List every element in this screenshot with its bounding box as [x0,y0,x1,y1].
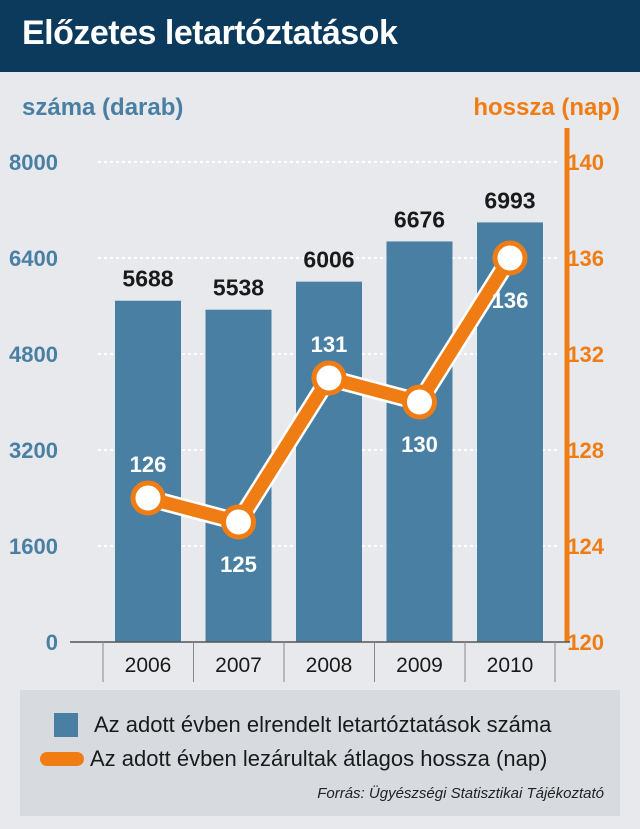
legend-item-line: Az adott évben lezárultak átlagos hossza… [40,744,548,774]
line-point [492,240,528,276]
right-tick-label: 128 [567,438,604,463]
title-bar: Előzetes letartóztatások [0,0,640,72]
right-tick-label: 136 [567,246,604,271]
line-point [402,384,437,420]
bar [386,241,453,642]
bar [115,300,181,642]
x-tick-label: 2009 [396,654,443,677]
right-tick-label: 120 [567,630,604,655]
right-tick-label: 132 [567,342,604,367]
line-point [311,360,347,396]
legend-item-bars: Az adott évben elrendelt letartóztatások… [54,710,551,740]
x-tick-label: 2007 [215,654,262,677]
line-value-label: 126 [130,452,167,477]
line-value-label: 136 [492,288,529,313]
left-tick-label: 4800 [9,342,58,367]
bar-value-label: 6676 [394,206,445,232]
chart-title: Előzetes letartóztatások [22,14,398,52]
bar-value-label: 5538 [213,275,264,301]
line-point [130,480,166,516]
right-tick-label: 124 [567,534,604,559]
legend: Az adott évben elrendelt letartóztatások… [20,690,620,816]
x-tick-label: 2010 [487,654,534,677]
bar-value-label: 6993 [484,187,535,213]
legend-line-label: Az adott évben lezárultak átlagos hossza… [90,746,548,771]
bar [296,281,362,642]
source-note: Forrás: Ügyészségi Statisztikai Tájékozt… [317,785,604,802]
line-value-label: 130 [401,432,438,457]
left-tick-label: 0 [46,630,58,655]
x-tick-label: 2008 [306,654,353,677]
bar-value-label: 5688 [122,266,173,292]
line-value-label: 131 [311,332,348,357]
right-axis-label: hossza (nap) [473,94,620,121]
bar-value-label: 6006 [303,247,354,273]
line-value-label: 125 [220,552,257,577]
left-axis-label: száma (darab) [22,94,184,121]
legend-bar-label: Az adott évben elrendelt letartóztatások… [94,712,552,737]
line-point [221,504,256,540]
combo-chart: 0 1600 3200 4800 6400 8000 120 124 128 132 136 140 5… [9,128,605,682]
legend-bar-swatch [54,713,78,737]
right-tick-label: 140 [567,150,604,175]
left-tick-label: 6400 [9,246,58,271]
x-tick-label: 2006 [125,654,172,677]
left-tick-label: 3200 [9,438,58,463]
left-tick-label: 1600 [9,534,58,559]
legend-line-swatch [40,752,84,766]
left-tick-label: 8000 [9,150,58,175]
